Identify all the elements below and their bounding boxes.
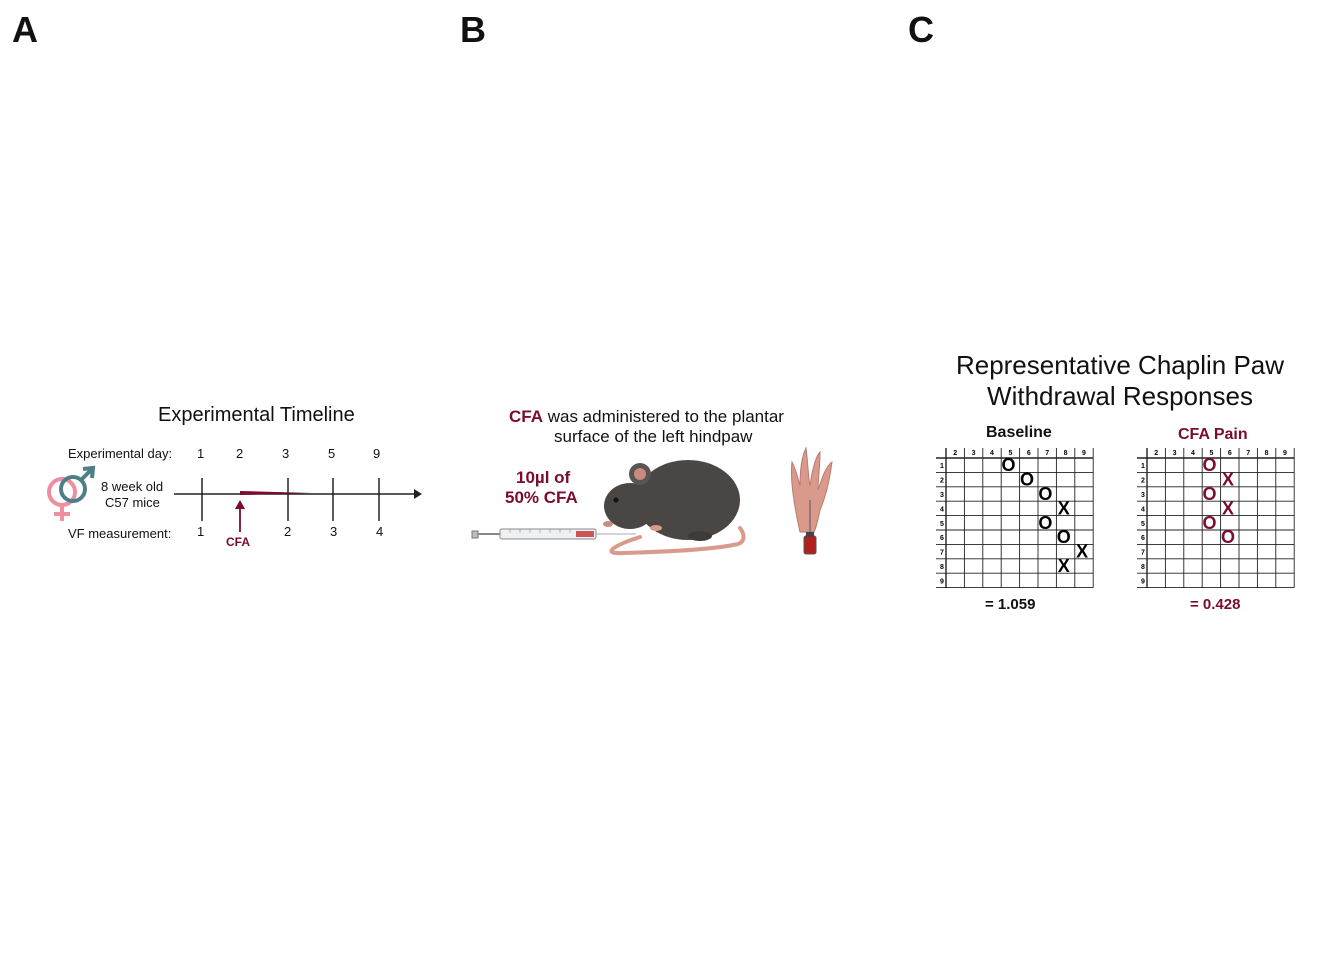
grid-mark-o: O: [1038, 484, 1052, 504]
vf-number: 2: [284, 524, 292, 539]
grid-mark-o: O: [1203, 513, 1217, 533]
grid-row-label: 1: [1141, 463, 1145, 470]
exp-day-number: 1: [197, 446, 205, 461]
grid-column-label: 7: [1045, 450, 1049, 457]
grid-column-label: 6: [1027, 450, 1031, 457]
grid-row-label: 5: [1141, 521, 1145, 528]
grid-row-label: 6: [1141, 535, 1145, 542]
grid-row-label: 1: [940, 463, 944, 470]
grid-column-label: 4: [990, 450, 994, 457]
exp-day-number: 9: [373, 446, 381, 461]
experimental-day-label: Experimental day:: [68, 446, 173, 461]
grid-row-label: 9: [1141, 578, 1145, 585]
cfa-score: = 0.428: [1190, 596, 1241, 613]
grid-row-label: 4: [1141, 506, 1145, 513]
grid-row-label: 2: [1141, 478, 1145, 485]
grid-row-label: 7: [1141, 550, 1145, 557]
grid-column-label: 9: [1283, 450, 1287, 457]
grid-mark-o: O: [1203, 484, 1217, 504]
panel-label-a: A: [12, 9, 38, 50]
grid-column-label: 5: [1209, 450, 1213, 457]
grid-mark-x: X: [1222, 498, 1234, 518]
grid-column-label: 5: [1008, 450, 1012, 457]
exp-day-number: 3: [282, 446, 290, 461]
grid-row-label: 3: [1141, 492, 1145, 499]
grid-row-label: 8: [940, 564, 944, 571]
grid-row-label: 8: [1141, 564, 1145, 571]
timeline-title: Experimental Timeline: [158, 404, 355, 426]
grid-mark-x: X: [1058, 556, 1070, 576]
vf-number: 4: [376, 524, 384, 539]
grid-column-label: 9: [1082, 450, 1086, 457]
grid-column-label: 3: [972, 450, 976, 457]
mouse-illustration: [603, 460, 746, 556]
grid-row-label: 4: [940, 506, 944, 513]
vf-number: 3: [330, 524, 338, 539]
grid-mark-x: X: [1076, 542, 1088, 562]
injection-description-rest: was administered to the plantar: [543, 407, 784, 426]
grid-column-label: 6: [1228, 450, 1232, 457]
grid-mark-x: X: [1058, 498, 1070, 518]
grid-mark-o: O: [1020, 470, 1034, 490]
grid-column-label: 2: [1154, 450, 1158, 457]
grid-row-label: 3: [940, 492, 944, 499]
male-symbol-icon: [59, 465, 96, 503]
vf-measurement-label: VF measurement:: [68, 526, 172, 541]
grid-row-label: 7: [940, 550, 944, 557]
panel-label-b: B: [460, 9, 486, 50]
grid-mark-o: O: [1057, 527, 1071, 547]
mice-label-line1: 8 week old: [101, 479, 164, 494]
needle-icon: [803, 500, 817, 555]
grid-mark-o: O: [1221, 527, 1235, 547]
grid-column-label: 8: [1265, 450, 1269, 457]
dose-label-line2: 50% CFA: [505, 488, 578, 507]
grid-row-label: 9: [940, 578, 944, 585]
chaplin-title-line1: Representative Chaplin Paw: [955, 350, 1285, 380]
grid-column-label: 8: [1064, 450, 1068, 457]
baseline-score: = 1.059: [985, 596, 1036, 613]
grid-mark-o: O: [1203, 455, 1217, 475]
grid-column-label: 2: [953, 450, 957, 457]
injection-description-line1: CFA was administered to the plantar: [509, 407, 784, 427]
vf-number: 1: [197, 524, 205, 539]
dose-label-line1: 10µl of: [516, 468, 571, 487]
grid-row-label: 2: [940, 478, 944, 485]
female-symbol-icon: [47, 477, 77, 521]
injection-illustration: [471, 446, 833, 556]
grid-row-label: 5: [940, 521, 944, 528]
grid-column-label: 7: [1246, 450, 1250, 457]
exp-day-number: 2: [236, 446, 244, 461]
grid-column-label: 4: [1191, 450, 1195, 457]
cfa-grid-title: CFA Pain: [1178, 426, 1248, 443]
cfa-highlight: CFA: [509, 407, 543, 426]
mice-label-line2: C57 mice: [105, 495, 160, 510]
grid-mark-o: O: [1038, 513, 1052, 533]
panel-label-c: C: [908, 9, 934, 50]
syringe-icon: [471, 528, 636, 540]
grid-mark-o: O: [1002, 455, 1016, 475]
grid-column-label: 3: [1173, 450, 1177, 457]
cfa-injection-label: CFA: [226, 535, 250, 549]
injection-description-line2: surface of the left hindpaw: [554, 427, 753, 446]
timeline-graphic: [47, 465, 422, 532]
chaplin-title: Representative Chaplin Paw Withdrawal Re…: [940, 350, 1300, 412]
exp-day-number: 5: [328, 446, 336, 461]
baseline-grid-title: Baseline: [986, 424, 1052, 441]
grid-mark-x: X: [1222, 470, 1234, 490]
hindpaw-icon: [791, 446, 833, 533]
chaplin-title-line2: Withdrawal Responses: [987, 381, 1253, 411]
grid-row-label: 6: [940, 535, 944, 542]
